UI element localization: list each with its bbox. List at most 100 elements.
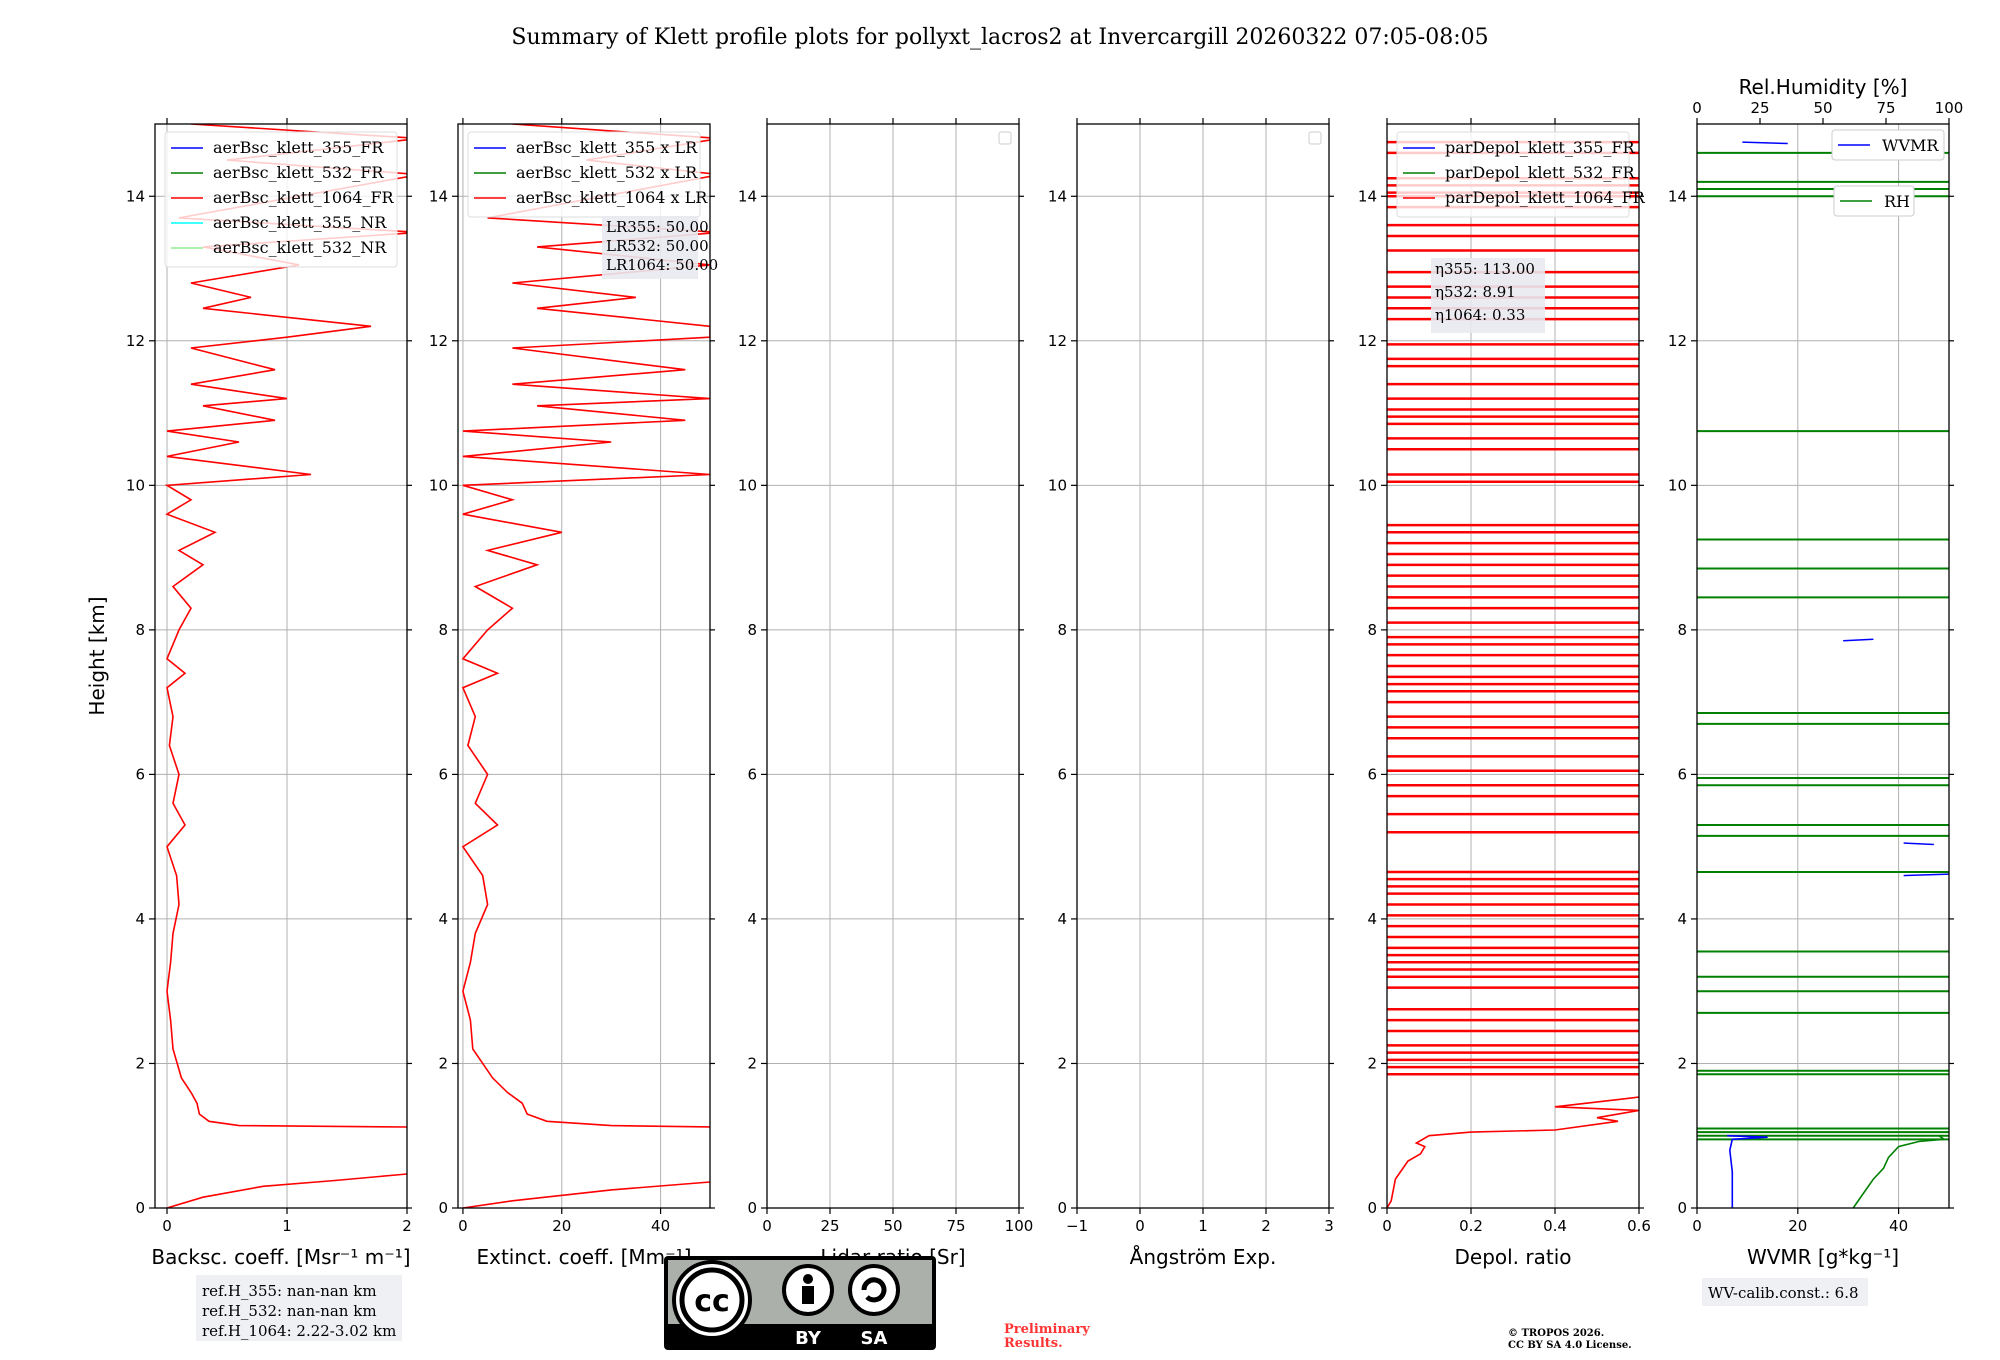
top-tick-label: 100 xyxy=(1935,99,1964,117)
y-tick-label: 4 xyxy=(1677,910,1687,928)
x-tick-label: 0.4 xyxy=(1543,1217,1567,1235)
ref-height-532: ref.H_532: nan-nan km xyxy=(202,1302,377,1320)
annotation-text: η355: 113.00 xyxy=(1435,260,1535,278)
y-tick-label: 10 xyxy=(738,476,757,494)
wv-calib-box: WV-calib.const.: 6.8 xyxy=(1702,1278,1868,1306)
y-tick-label: 6 xyxy=(438,765,448,783)
y-tick-label: 8 xyxy=(1057,621,1067,639)
legend-entry: aerBsc_klett_532 x LR xyxy=(516,163,698,182)
legend-entry: aerBsc_klett_1064_FR xyxy=(213,188,395,207)
axes-frame xyxy=(766,123,1020,1209)
annotation-text: η1064: 0.33 xyxy=(1435,306,1525,324)
legend-entry: aerBsc_klett_355_NR xyxy=(213,213,387,232)
x-tick-label: 1 xyxy=(282,1217,292,1235)
y-tick-label: 0 xyxy=(135,1199,145,1217)
legend-entry: aerBsc_klett_1064 x LR xyxy=(516,188,708,207)
y-tick-label: 2 xyxy=(747,1054,757,1072)
legend-entry: aerBsc_klett_355_FR xyxy=(213,138,384,157)
y-tick-label: 2 xyxy=(135,1054,145,1072)
y-tick-label: 4 xyxy=(135,910,145,928)
annotation-box xyxy=(602,216,698,279)
y-tick-label: 14 xyxy=(1358,187,1377,205)
cc-by-label: BY xyxy=(795,1328,822,1349)
x-axis-label: Extinct. coeff. [Mm⁻¹] xyxy=(476,1245,691,1269)
legend-entry: parDepol_klett_355_FR xyxy=(1445,138,1636,157)
wvmr-segment xyxy=(1843,638,1874,642)
y-tick-label: 6 xyxy=(135,765,145,783)
y-tick-label: 14 xyxy=(738,187,757,205)
legend-entry: aerBsc_klett_532_FR xyxy=(213,163,384,182)
plot-area xyxy=(1697,141,1949,1208)
figure-title: Summary of Klett profile plots for polly… xyxy=(511,25,1488,50)
top-tick-label: 0 xyxy=(1692,99,1702,117)
wv-calib-text: WV-calib.const.: 6.8 xyxy=(1708,1284,1859,1302)
axes-frame xyxy=(154,123,408,1209)
empty-legend-box xyxy=(1308,131,1322,145)
annotation-text: LR1064: 50.00 xyxy=(606,256,718,274)
wvmr-segment xyxy=(1742,141,1788,145)
y-tick-label: 8 xyxy=(747,621,757,639)
y-tick-label: 12 xyxy=(1358,332,1377,350)
series-line-RH xyxy=(1852,1135,1947,1208)
x-tick-label: −1 xyxy=(1066,1217,1088,1235)
y-tick-label: 10 xyxy=(1358,476,1377,494)
x-tick-label: 1 xyxy=(1198,1217,1208,1235)
x-tick-label: 2 xyxy=(1261,1217,1271,1235)
legend-box xyxy=(467,131,701,218)
x-axis-label: Ångström Exp. xyxy=(1130,1245,1277,1269)
annotation-text: η532: 8.91 xyxy=(1435,283,1516,301)
x-tick-label: 2 xyxy=(402,1217,412,1235)
y-tick-label: 6 xyxy=(1677,765,1687,783)
axes-frame xyxy=(1076,123,1330,1209)
y-tick-label: 2 xyxy=(438,1054,448,1072)
y-tick-label: 0 xyxy=(1677,1199,1687,1217)
x-axis-label: WVMR [g*kg⁻¹] xyxy=(1747,1245,1899,1269)
y-tick-label: 4 xyxy=(747,910,757,928)
top-tick-label: 25 xyxy=(1750,99,1769,117)
y-tick-label: 14 xyxy=(1048,187,1067,205)
series-line-parDepol_klett_1064_FR xyxy=(1387,1096,1639,1208)
y-tick-label: 10 xyxy=(1048,476,1067,494)
y-tick-label: 14 xyxy=(429,187,448,205)
x-tick-label: 0 xyxy=(762,1217,772,1235)
x-tick-label: 20 xyxy=(1788,1217,1807,1235)
svg-text:cc: cc xyxy=(694,1284,730,1319)
legend-box xyxy=(164,131,398,268)
y-tick-label: 12 xyxy=(738,332,757,350)
x-tick-label: 0 xyxy=(458,1217,468,1235)
x-tick-label: 0 xyxy=(162,1217,172,1235)
x-tick-label: 20 xyxy=(552,1217,571,1235)
cc-sa-label: SA xyxy=(861,1328,888,1349)
preliminary-line-2: Results. xyxy=(1004,1336,1063,1351)
y-axis-label: Height [km] xyxy=(85,596,109,715)
y-tick-label: 12 xyxy=(429,332,448,350)
panel-depol: 0 0.2 0.4 0.6 0 2 4 6 8 10 12 14 Depol. ratio parDepo… xyxy=(1358,118,1651,1269)
y-tick-label: 0 xyxy=(438,1199,448,1217)
y-tick-label: 10 xyxy=(126,476,145,494)
panel-extinction: 0 20 40 0 2 4 6 8 10 12 14 Extinct. coeff. [Mm⁻¹] ae… xyxy=(429,118,718,1269)
y-tick-label: 6 xyxy=(1367,765,1377,783)
copyright-line-2: CC BY SA 4.0 License. xyxy=(1508,1340,1632,1351)
y-tick-label: 2 xyxy=(1367,1054,1377,1072)
legend-box xyxy=(1396,131,1630,218)
legend-entry: RH xyxy=(1884,192,1910,211)
ref-height-1064: ref.H_1064: 2.22-3.02 km xyxy=(202,1322,396,1340)
axes-frame xyxy=(1386,123,1640,1209)
y-tick-label: 6 xyxy=(1057,765,1067,783)
panel-wvmr_rh: 0 20 40 0 2 4 6 8 10 12 14 WVMR [g*kg⁻¹] Rel.Humidit… xyxy=(1668,75,1963,1269)
y-tick-label: 8 xyxy=(135,621,145,639)
legend-entry: aerBsc_klett_355 x LR xyxy=(516,138,698,157)
y-tick-label: 0 xyxy=(1367,1199,1377,1217)
x-tick-label: 0 xyxy=(1692,1217,1702,1235)
y-tick-label: 2 xyxy=(1057,1054,1067,1072)
x-tick-label: 0 xyxy=(1382,1217,1392,1235)
x-tick-label: 100 xyxy=(1005,1217,1034,1235)
wvmr-segment xyxy=(1903,842,1934,846)
legend-box xyxy=(1833,185,1915,217)
y-tick-label: 4 xyxy=(438,910,448,928)
annotation-box xyxy=(1431,258,1545,333)
annotation-text: LR532: 50.00 xyxy=(606,237,709,255)
y-tick-label: 14 xyxy=(1668,187,1687,205)
y-tick-label: 12 xyxy=(1668,332,1687,350)
